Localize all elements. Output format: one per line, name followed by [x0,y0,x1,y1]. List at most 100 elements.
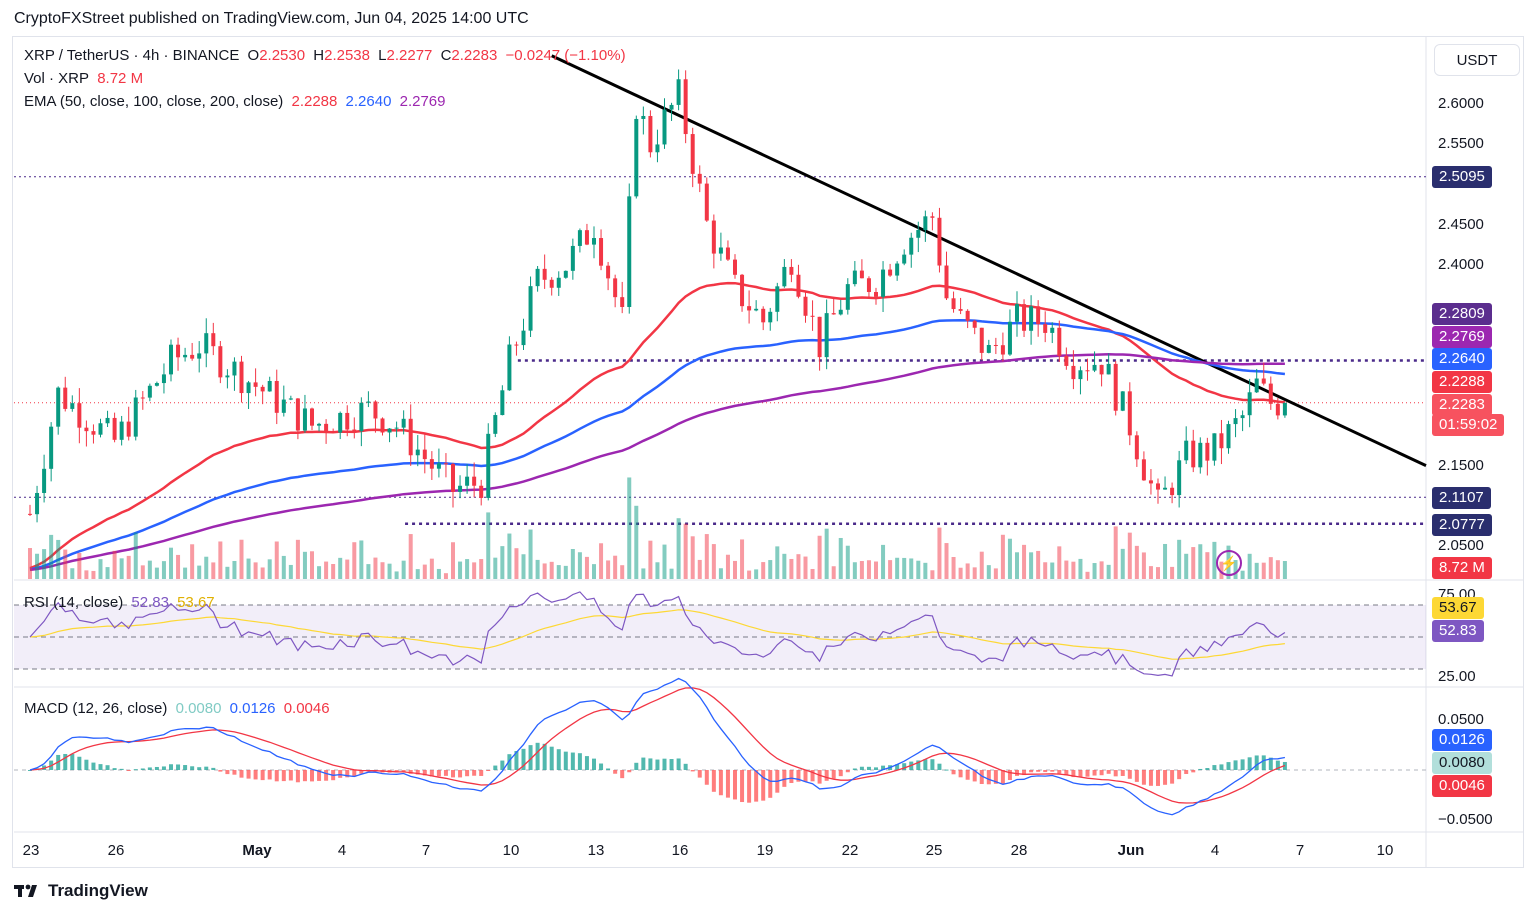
candle-body [613,278,618,298]
volume-bar [655,562,660,579]
macd-histogram-bar [958,770,963,778]
candle-body [1191,440,1196,468]
ema-label[interactable]: EMA (50, close, 100, close, 200, close) [24,93,284,110]
volume-bar [204,556,209,579]
macd-histogram-bar [648,758,653,770]
volume-bar [930,570,935,579]
legend-open-label: O [247,47,260,64]
volume-bar [584,556,589,579]
volume-bar [606,560,611,579]
macd-histogram-bar [1036,770,1041,772]
volume-bar [84,570,89,579]
macd-histogram-bar [1099,770,1104,776]
candle-body [507,344,512,391]
volume-bar [359,540,364,579]
candle-body [422,449,427,460]
candle-body [1148,480,1153,484]
legend-symbol[interactable]: XRP / TetherUS · 4h · BINANCE [24,47,240,64]
tradingview-logo[interactable]: TradingView [14,881,148,901]
candle-body [556,277,561,288]
volume-bar [493,557,498,579]
volume-bar [310,551,314,579]
vol-label[interactable]: Vol · XRP [24,70,90,87]
volume-bar [570,549,575,579]
rsi-tick-label: 25.00 [1438,668,1476,685]
candle-body [408,418,413,456]
volume-bar [1261,562,1266,579]
time-axis-label: 22 [841,842,859,859]
candle-body [944,265,949,299]
candle-body [528,286,533,331]
volume-bar [218,541,223,579]
candle-body [352,429,357,432]
macd-histogram-bar [923,759,928,770]
candle-body [549,279,554,288]
volume-bar [916,560,921,579]
legend-high: 2.2538 [324,47,370,64]
macd-histogram-bar [817,770,822,784]
ema100-value: 2.2640 [345,93,392,110]
macd-label[interactable]: MACD (12, 26, close) [24,700,168,717]
volume-bar [775,546,780,579]
candle-body [465,476,470,486]
macd-histogram-bar [796,770,801,782]
volume-bar [1106,564,1111,579]
time-axis-label: 13 [587,842,605,859]
volume-bar [352,542,357,579]
candle-body [1113,363,1118,411]
candle-body [1043,324,1048,333]
candle-body [951,298,956,310]
candle-body [1233,418,1238,425]
volume-bar [789,558,794,579]
volume-bar [852,562,857,579]
candle-body [606,265,611,279]
volume-bar [338,557,343,579]
candle-body [1050,327,1055,333]
volume-bar [542,563,547,579]
volume-bar [711,544,716,579]
price-tag: 2.2288 [1432,371,1492,393]
volume-bar [986,565,991,579]
candle-body [711,220,716,254]
macd-histogram-bar [690,770,695,772]
macd-histogram-bar [119,768,124,770]
candle-body [28,513,32,515]
chart-frame [12,36,1524,868]
ema50-value: 2.2288 [291,93,338,110]
candle-body [1226,424,1231,449]
volume-bar [380,562,385,579]
candle-body [761,308,766,323]
flash-icon[interactable]: ⚡ [1216,550,1242,576]
rsi-label[interactable]: RSI (14, close) [24,594,124,611]
candle-body [49,426,54,469]
macd-histogram-bar [521,748,526,770]
macd-histogram-bar [1268,757,1273,770]
macd-histogram-bar [1085,770,1090,777]
volume-bar [28,548,32,579]
ema-legend: EMA (50, close, 100, close, 200, close) … [24,93,450,110]
macd-histogram-bar [408,770,413,774]
macd-histogram-bar [740,770,745,803]
macd-histogram-bar [70,753,75,770]
macd-histogram-bar [535,742,540,770]
currency-selector[interactable]: USDT [1434,44,1520,76]
candle-body [733,259,737,275]
volume-bar [881,544,886,579]
candle-body [620,297,625,307]
candle-body [35,492,40,515]
volume-legend: Vol · XRP 8.72 M [24,70,147,87]
macd-histogram-bar [1226,762,1231,770]
macd-histogram-bar [1064,770,1069,776]
candle-body [1177,460,1182,496]
candle-body [584,230,589,245]
macd-histogram-bar [1240,759,1245,770]
candle-body [824,313,829,358]
time-axis-label: 10 [502,842,520,859]
macd-legend: MACD (12, 26, close) 0.0080 0.0126 0.004… [24,700,334,717]
macd-histogram-bar [528,745,533,770]
macd-histogram-bar [225,770,230,775]
rsi-tag: 53.67 [1432,597,1484,619]
macd-histogram-bar [422,770,427,776]
volume-bar [965,563,970,579]
